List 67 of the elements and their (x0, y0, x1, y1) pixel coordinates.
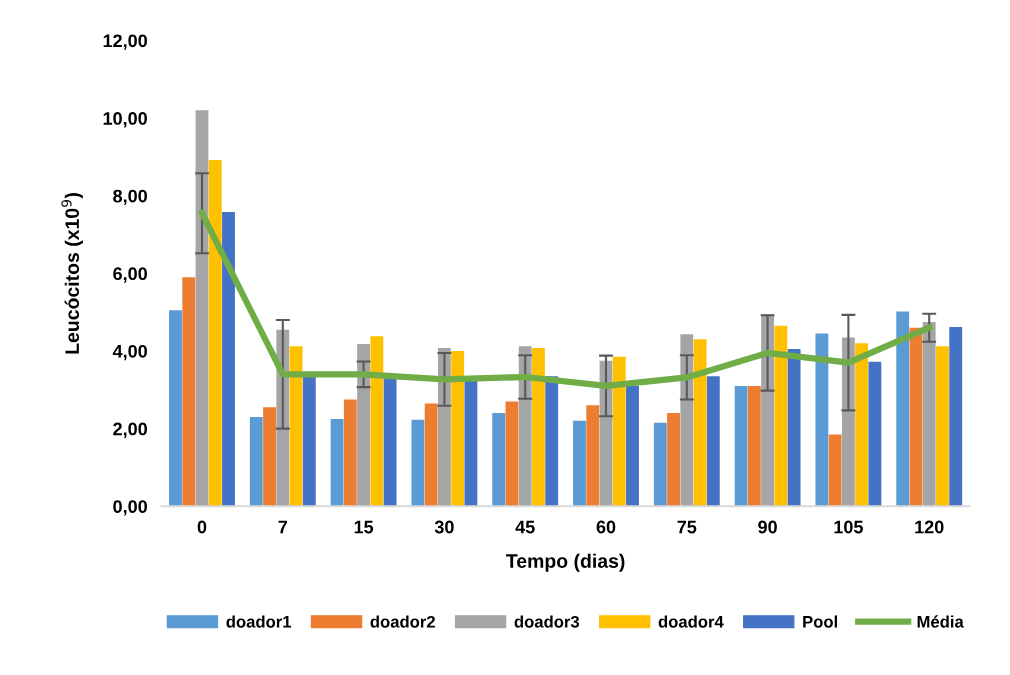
bar (586, 405, 600, 507)
bar (169, 310, 182, 507)
x-axis-title: Tempo (dias) (506, 553, 625, 572)
bar (411, 419, 425, 507)
y-tick-label: 12,00 (103, 34, 147, 50)
x-tick-label: 15 (354, 520, 374, 534)
bar (222, 212, 235, 507)
bar (653, 422, 667, 507)
x-tick-label: 75 (677, 520, 697, 534)
bar (195, 110, 209, 507)
bar (706, 376, 720, 507)
y-tick-label: 6,00 (113, 267, 147, 283)
bar (626, 385, 639, 507)
x-tick-label: 105 (834, 520, 863, 534)
bar (532, 347, 545, 507)
bar (573, 420, 586, 507)
x-tick-label: 90 (758, 520, 777, 534)
bar (828, 434, 842, 507)
bar (734, 385, 748, 507)
legend-label: doador2 (370, 615, 435, 628)
bar (774, 325, 788, 507)
bar (249, 416, 263, 507)
x-tick-label: 0 (197, 520, 207, 534)
bar (182, 277, 196, 507)
x-tick-label: 7 (278, 520, 288, 534)
legend-label: Pool (803, 615, 838, 628)
bar (451, 351, 465, 507)
bar (370, 336, 384, 507)
bar (263, 407, 276, 507)
bar (667, 413, 680, 507)
bar (896, 311, 910, 507)
bar (383, 376, 397, 507)
legend-label: doador3 (514, 615, 580, 628)
y-axis-title: Leucócitos (x10$^{9}$) (61, 193, 83, 354)
y-tick-label: 4,00 (112, 344, 147, 361)
bar (787, 349, 801, 507)
bar (208, 160, 222, 507)
bar (936, 346, 949, 507)
bar (815, 333, 829, 507)
bar (492, 413, 506, 507)
bar (302, 374, 316, 507)
y-tick-label: 10,00 (103, 112, 147, 128)
legend-label: doador1 (226, 615, 292, 628)
y-tick-label: 0,00 (113, 500, 147, 516)
bar (505, 401, 519, 507)
x-tick-label: 30 (434, 520, 454, 534)
bar (518, 346, 532, 507)
bar (747, 385, 761, 507)
legend-label: Média (917, 615, 964, 628)
bar (922, 321, 936, 507)
bar (545, 376, 559, 507)
bar (612, 356, 626, 507)
bar (761, 314, 775, 507)
y-tick-label: 2,00 (113, 422, 147, 438)
bar (868, 361, 882, 507)
bar (464, 380, 478, 507)
bar (949, 326, 963, 507)
x-tick-label: 120 (915, 520, 944, 534)
x-tick-label: 60 (596, 520, 616, 534)
bar (330, 418, 344, 507)
y-tick-label: 8,00 (113, 189, 147, 206)
legend-label: doador4 (658, 615, 724, 628)
bar (855, 343, 869, 507)
bar (343, 399, 357, 507)
bar (357, 344, 371, 507)
x-tick-label: 45 (515, 520, 535, 534)
bar (424, 403, 438, 507)
